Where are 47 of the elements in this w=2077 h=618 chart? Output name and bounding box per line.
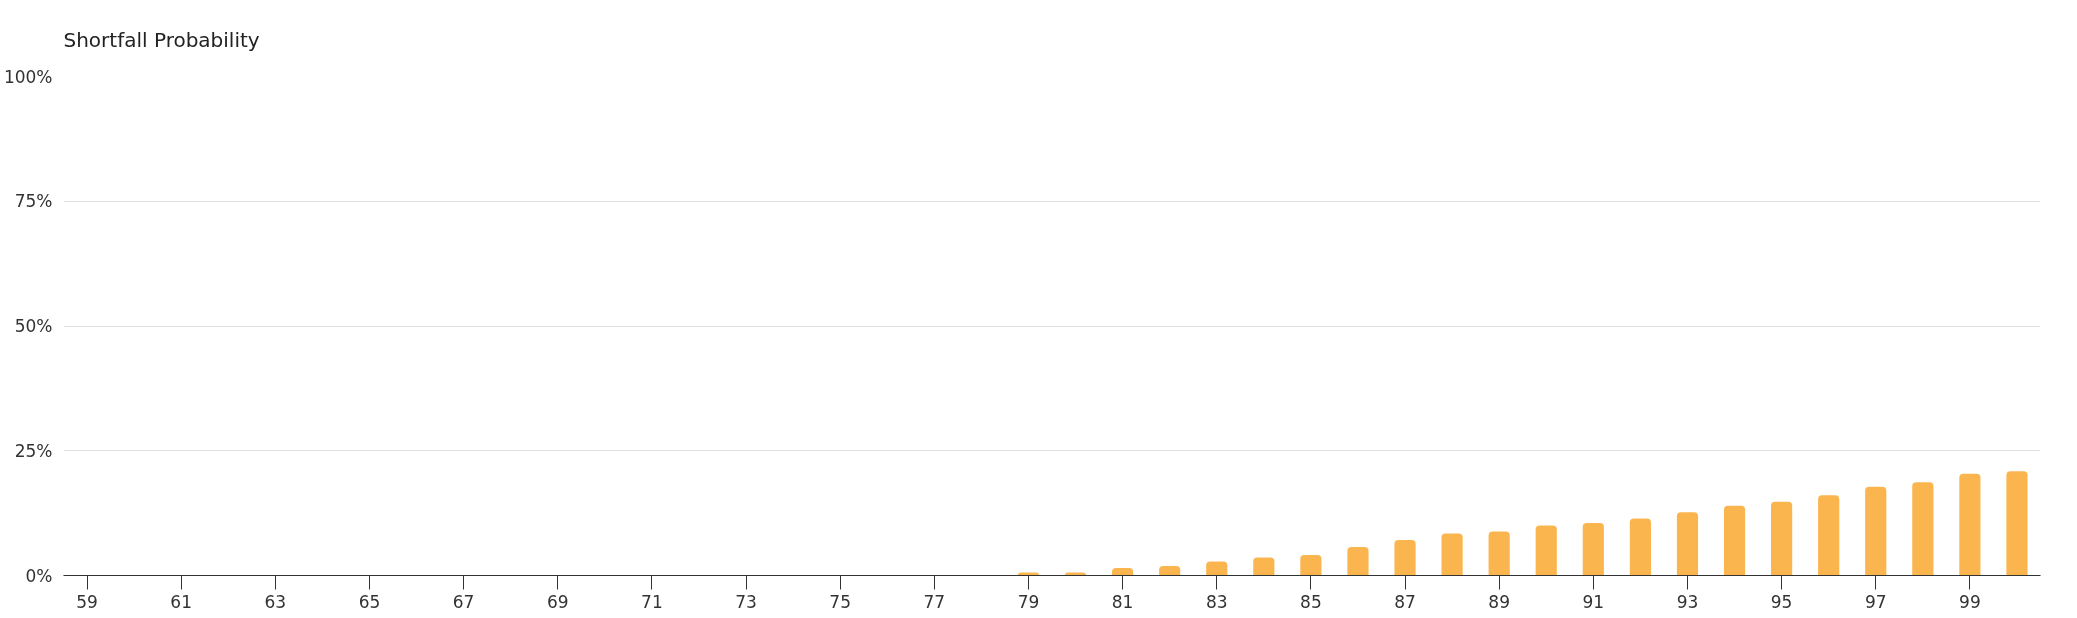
bar [1347,547,1369,576]
y-tick-label: 25% [14,440,53,461]
bar [1771,501,1793,576]
bar [1441,533,1463,576]
bar [1394,540,1416,576]
x-tick-label: 61 [170,591,192,612]
bar [1300,555,1322,576]
bar [1912,482,1934,576]
x-tick-label: 63 [264,591,287,612]
x-tick-label: 79 [1017,591,1040,612]
y-tick-label: 75% [14,191,53,212]
x-tick-label: 81 [1111,591,1134,612]
x-tick-label: 95 [1770,591,1793,612]
y-tick-label: 0% [25,565,53,586]
bar [1676,512,1699,576]
x-tick-label: 59 [76,591,98,612]
x-tick-label: 65 [358,591,381,612]
y-tick-label: 50% [14,316,53,336]
bar [1112,568,1134,576]
bar [1865,486,1887,576]
x-tick-label: 89 [1488,591,1510,612]
x-tick-label: 91 [1582,591,1605,612]
x-tick-label: 71 [641,591,663,612]
bar [1159,566,1181,576]
bar [1535,525,1557,576]
x-tick-label: 87 [1394,591,1416,612]
x-tick-label: 69 [546,591,569,612]
bar [1723,505,1746,576]
x-tick-label: 93 [1676,591,1699,612]
y-tick-label: 100% [3,66,53,87]
bar [1206,561,1228,576]
x-tick-label: 83 [1205,591,1228,612]
x-tick-label: 99 [1959,591,1981,612]
x-tick-label: 77 [923,591,946,612]
x-tick-label: 85 [1300,591,1322,612]
x-tick-label: 73 [735,591,757,612]
x-tick-label: 97 [1864,591,1887,612]
bar [1959,473,1981,576]
bar [1488,531,1510,576]
bar [1818,495,1840,576]
bar [1582,523,1604,576]
x-tick-label: 75 [829,591,851,612]
bar [1629,518,1651,576]
bar [1253,557,1275,576]
x-tick-label: 67 [452,591,475,612]
chart-title: Shortfall Probability [63,27,260,52]
bar [2006,471,2028,576]
